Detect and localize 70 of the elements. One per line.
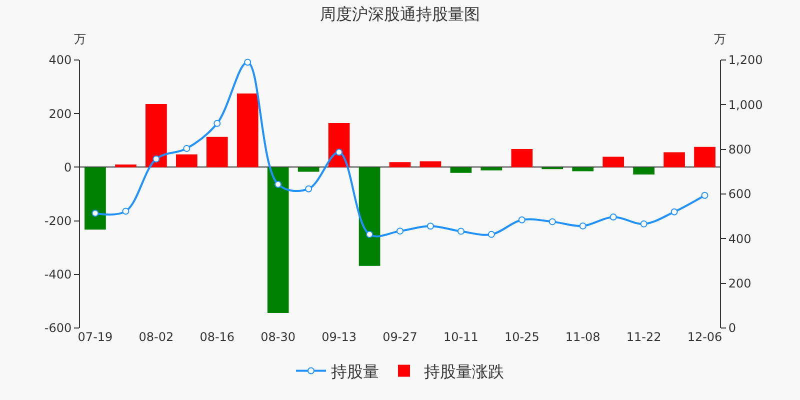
y-tick-label: 400 bbox=[48, 53, 72, 68]
bar bbox=[511, 148, 533, 168]
point bbox=[122, 208, 130, 215]
point bbox=[640, 220, 648, 228]
x-tick-label: 09-27 bbox=[382, 330, 418, 344]
x-tick-label: 12-06 bbox=[687, 330, 722, 344]
y-tick-label: 200 bbox=[48, 106, 72, 121]
y2-tick-label: 600 bbox=[728, 187, 752, 202]
y-tick-label: -200 bbox=[44, 214, 72, 228]
point bbox=[518, 216, 526, 224]
bar bbox=[389, 162, 411, 168]
bar bbox=[267, 167, 289, 313]
point bbox=[183, 144, 190, 152]
bar bbox=[328, 122, 350, 168]
bar bbox=[84, 167, 106, 230]
y-axis-title: 万 bbox=[74, 32, 86, 46]
bar bbox=[480, 167, 502, 170]
x-tick-label: 08-02 bbox=[138, 330, 174, 344]
x-tick-label: 11-22 bbox=[626, 330, 662, 344]
x-tick-label: 10-11 bbox=[444, 330, 478, 344]
point bbox=[457, 228, 464, 235]
bar bbox=[420, 161, 442, 168]
y2-tick-label: 1,000 bbox=[728, 98, 763, 112]
point bbox=[305, 185, 312, 192]
x-tick-label: 10-25 bbox=[504, 330, 540, 344]
bar bbox=[694, 146, 716, 168]
y2-tick-label: 200 bbox=[728, 276, 752, 291]
point bbox=[488, 230, 495, 238]
bar bbox=[358, 167, 380, 266]
point bbox=[214, 120, 221, 127]
y2-tick-label: 400 bbox=[728, 232, 752, 246]
point bbox=[336, 148, 343, 156]
bar bbox=[115, 164, 136, 168]
y2-tick-label: 1,200 bbox=[728, 53, 763, 68]
bar bbox=[602, 156, 624, 168]
x-tick-label: 07-19 bbox=[78, 330, 113, 344]
x-tick-label: 11-08 bbox=[565, 330, 600, 344]
point bbox=[152, 155, 160, 162]
y-tick-label: -400 bbox=[44, 268, 72, 282]
y-tick-label: 0 bbox=[64, 160, 72, 174]
bar bbox=[450, 167, 472, 173]
point bbox=[610, 214, 617, 220]
point bbox=[548, 218, 556, 226]
legend-label: 持股量涨跌 bbox=[424, 362, 504, 382]
x-tick-label: 08-16 bbox=[200, 330, 235, 344]
x-tick-label: 09-13 bbox=[322, 330, 356, 344]
y-tick-label: -600 bbox=[44, 321, 72, 336]
chart-title: 周度沪深股通持股量图 bbox=[320, 4, 480, 24]
bar bbox=[206, 136, 228, 168]
legend-label: 持股量 bbox=[331, 362, 379, 382]
point bbox=[274, 180, 282, 188]
point bbox=[244, 58, 252, 66]
y2-tick-label: 0 bbox=[728, 321, 736, 336]
bar bbox=[572, 167, 594, 172]
point bbox=[701, 192, 708, 199]
y2-tick-label: 800 bbox=[728, 142, 752, 157]
point bbox=[366, 230, 374, 238]
bar bbox=[176, 154, 198, 168]
x-tick-label: 08-30 bbox=[260, 330, 296, 344]
point bbox=[670, 208, 678, 216]
y2-axis-title: 万 bbox=[714, 32, 726, 46]
bar bbox=[236, 94, 258, 168]
bar bbox=[664, 152, 685, 168]
point bbox=[92, 210, 99, 217]
bar bbox=[146, 104, 167, 168]
bar bbox=[633, 167, 654, 174]
point bbox=[579, 222, 586, 230]
point bbox=[396, 228, 404, 235]
point bbox=[426, 222, 434, 230]
bar bbox=[298, 167, 320, 172]
